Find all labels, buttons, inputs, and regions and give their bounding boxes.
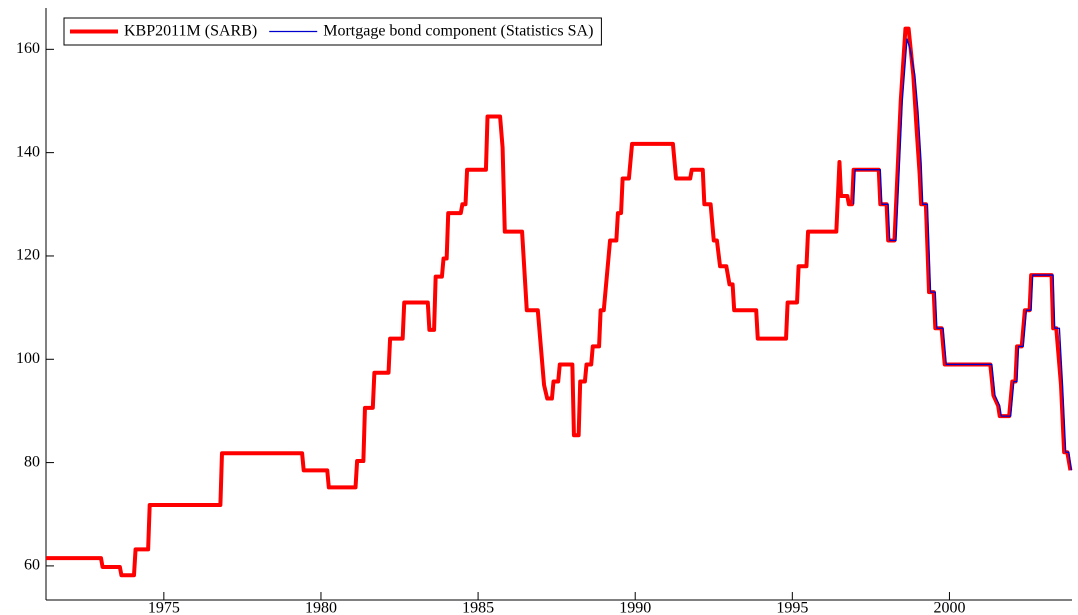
x-tick-label: 2000 xyxy=(933,600,965,615)
y-tick-label: 100 xyxy=(16,350,40,367)
y-tick-label: 160 xyxy=(16,40,40,57)
y-tick-label: 140 xyxy=(16,143,40,160)
y-tick-label: 60 xyxy=(24,557,40,574)
x-tick-label: 1990 xyxy=(619,600,651,615)
x-tick-label: 1975 xyxy=(148,600,180,615)
x-tick-label: 1980 xyxy=(305,600,337,615)
legend-box xyxy=(63,17,602,46)
y-tick-label: 80 xyxy=(24,453,40,470)
x-tick-label: 1985 xyxy=(462,600,494,615)
legend-label: KBP2011M (SARB) xyxy=(124,23,257,40)
legend-label: Mortgage bond component (Statistics SA) xyxy=(323,23,593,40)
y-tick-label: 120 xyxy=(16,247,40,264)
series-line xyxy=(46,26,1073,578)
series-line xyxy=(852,38,1073,471)
x-tick-label: 1995 xyxy=(776,600,808,615)
